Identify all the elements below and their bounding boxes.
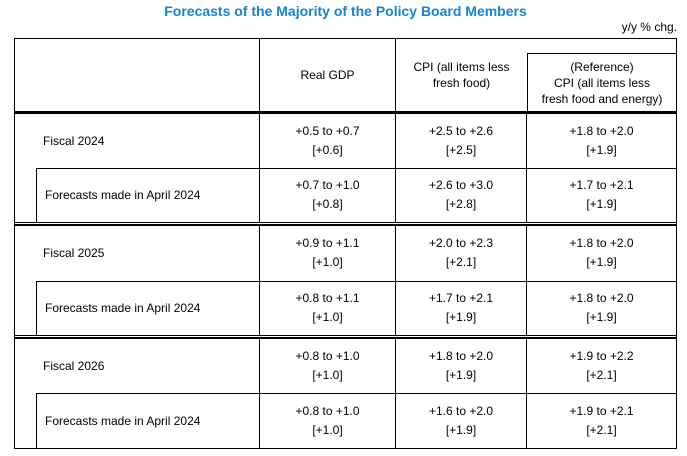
forecast-median: [+1.9] bbox=[586, 197, 617, 212]
forecast-range: +1.8 to +2.0 bbox=[569, 124, 634, 139]
row-label-cell: Fiscal 2025 bbox=[15, 226, 260, 281]
forecast-median: [+2.1] bbox=[586, 422, 617, 437]
cell-cpi: +2.6 to +3.0 [+2.8] bbox=[396, 168, 527, 223]
forecast-median: [+1.0] bbox=[312, 309, 343, 324]
row-label-cell: Forecasts made in April 2024 bbox=[15, 280, 260, 335]
group-fiscal-2025: Fiscal 2025 +0.9 to +1.1 [+1.0] +2.0 to … bbox=[15, 224, 676, 336]
forecast-range: +1.8 to +2.0 bbox=[569, 236, 634, 251]
header-ref-line3: fresh food and energy) bbox=[541, 91, 663, 106]
forecast-median: [+0.8] bbox=[312, 197, 343, 212]
forecast-median: [+2.8] bbox=[445, 197, 477, 212]
cell-cpi-ex-energy: +1.7 to +2.1 [+1.9] bbox=[527, 168, 676, 222]
row-label: Fiscal 2024 bbox=[43, 134, 105, 149]
forecast-range: +1.8 to +2.0 bbox=[569, 290, 634, 305]
cell-cpi: +2.0 to +2.3 [+2.1] bbox=[396, 226, 527, 281]
page-title: Forecasts of the Majority of the Policy … bbox=[164, 3, 527, 19]
forecast-median: [+2.5] bbox=[445, 143, 477, 158]
forecast-median: [+1.9] bbox=[445, 367, 477, 382]
row-label: Fiscal 2025 bbox=[43, 246, 105, 261]
forecast-range: +0.8 to +1.1 bbox=[295, 290, 360, 305]
header-cell-empty bbox=[15, 39, 260, 111]
cell-cpi-ex-energy: +1.8 to +2.0 [+1.9] bbox=[527, 226, 676, 280]
cell-cpi: +1.6 to +2.0 [+1.9] bbox=[396, 393, 527, 448]
cell-real-gdp: +0.8 to +1.0 [+1.0] bbox=[260, 393, 396, 448]
forecast-table: Real GDP CPI (all items less fresh food)… bbox=[14, 38, 677, 449]
forecast-range: +0.8 to +1.0 bbox=[295, 403, 360, 418]
cell-cpi-ex-energy: +1.8 to +2.0 [+1.9] bbox=[527, 281, 676, 335]
forecast-median: [+1.9] bbox=[586, 309, 617, 324]
forecast-median: [+1.9] bbox=[445, 422, 477, 437]
header-cell-cpi: CPI (all items less fresh food) bbox=[396, 39, 527, 111]
row-label: Forecasts made in April 2024 bbox=[45, 300, 201, 315]
cell-real-gdp: +0.7 to +1.0 [+0.8] bbox=[260, 168, 396, 223]
row-fiscal-2026: Fiscal 2026 +0.8 to +1.0 [+1.0] +1.8 to … bbox=[15, 338, 676, 394]
cell-real-gdp: +0.8 to +1.1 [+1.0] bbox=[260, 280, 396, 335]
row-fiscal-2026-april-forecast: Forecasts made in April 2024 +0.8 to +1.… bbox=[15, 393, 676, 448]
row-label-cell: Forecasts made in April 2024 bbox=[15, 393, 260, 448]
forecast-range: +1.9 to +2.2 bbox=[569, 348, 634, 363]
cell-cpi: +1.7 to +2.1 [+1.9] bbox=[396, 280, 527, 335]
forecast-range: +1.7 to +2.1 bbox=[569, 178, 634, 193]
cell-cpi: +2.5 to +2.6 [+2.5] bbox=[396, 114, 527, 169]
forecast-range: +2.6 to +3.0 bbox=[428, 178, 494, 193]
row-fiscal-2025: Fiscal 2025 +0.9 to +1.1 [+1.0] +2.0 to … bbox=[15, 226, 676, 281]
forecast-median: [+0.6] bbox=[312, 143, 343, 158]
row-fiscal-2025-april-forecast: Forecasts made in April 2024 +0.8 to +1.… bbox=[15, 280, 676, 336]
forecast-median: [+1.9] bbox=[445, 309, 477, 324]
forecast-range: +2.5 to +2.6 bbox=[428, 124, 494, 139]
header-cell-reference-cpi: (Reference) CPI (all items less fresh fo… bbox=[527, 39, 676, 111]
forecast-range: +0.9 to +1.1 bbox=[295, 236, 360, 251]
header-real-gdp-label: Real GDP bbox=[300, 68, 355, 82]
row-label-cell: Forecasts made in April 2024 bbox=[15, 168, 260, 223]
forecast-median: [+2.1] bbox=[445, 255, 477, 270]
header-cpi-line1: CPI (all items less bbox=[413, 60, 510, 74]
group-fiscal-2026: Fiscal 2026 +0.8 to +1.0 [+1.0] +1.8 to … bbox=[15, 336, 676, 448]
reference-cpi-box: (Reference) CPI (all items less fresh fo… bbox=[527, 53, 676, 111]
forecast-range: +0.5 to +0.7 bbox=[295, 124, 360, 139]
unit-note: y/y % chg. bbox=[621, 20, 677, 34]
header-row: Real GDP CPI (all items less fresh food)… bbox=[15, 39, 676, 114]
forecast-range: +1.7 to +2.1 bbox=[428, 290, 494, 305]
row-label-cell: Fiscal 2026 bbox=[15, 338, 260, 394]
row-label: Forecasts made in April 2024 bbox=[45, 188, 201, 203]
cell-cpi-ex-energy: +1.8 to +2.0 [+1.9] bbox=[527, 114, 676, 168]
header-cpi-line2: fresh food) bbox=[432, 76, 491, 90]
cell-cpi: +1.8 to +2.0 [+1.9] bbox=[396, 338, 527, 394]
row-fiscal-2024-april-forecast: Forecasts made in April 2024 +0.7 to +1.… bbox=[15, 168, 676, 224]
cell-cpi-ex-energy: +1.9 to +2.1 [+2.1] bbox=[527, 393, 676, 448]
forecast-median: [+2.1] bbox=[586, 367, 617, 382]
forecast-median: [+1.9] bbox=[586, 255, 617, 270]
row-fiscal-2024: Fiscal 2024 +0.5 to +0.7 [+0.6] +2.5 to … bbox=[15, 114, 676, 169]
forecast-range: +0.8 to +1.0 bbox=[295, 348, 360, 363]
cell-real-gdp: +0.5 to +0.7 [+0.6] bbox=[260, 114, 396, 169]
forecast-median: [+1.9] bbox=[586, 143, 617, 158]
cell-real-gdp: +0.9 to +1.1 [+1.0] bbox=[260, 226, 396, 281]
forecast-range: +1.8 to +2.0 bbox=[428, 348, 494, 363]
forecast-median: [+1.0] bbox=[312, 422, 343, 437]
row-label: Forecasts made in April 2024 bbox=[45, 413, 201, 428]
cell-cpi-ex-energy: +1.9 to +2.2 [+2.1] bbox=[527, 339, 676, 394]
row-label-cell: Fiscal 2024 bbox=[15, 114, 260, 169]
row-label: Fiscal 2026 bbox=[43, 358, 105, 373]
header-cell-real-gdp: Real GDP bbox=[260, 39, 396, 111]
cell-real-gdp: +0.8 to +1.0 [+1.0] bbox=[260, 338, 396, 394]
header-ref-line2: CPI (all items less bbox=[553, 75, 651, 90]
forecast-range: +2.0 to +2.3 bbox=[428, 236, 494, 251]
group-fiscal-2024: Fiscal 2024 +0.5 to +0.7 [+0.6] +2.5 to … bbox=[15, 114, 676, 224]
forecast-median: [+1.0] bbox=[312, 367, 343, 382]
forecast-range: +0.7 to +1.0 bbox=[295, 178, 360, 193]
forecast-range: +1.9 to +2.1 bbox=[569, 403, 634, 418]
header-ref-line1: (Reference) bbox=[570, 59, 634, 74]
forecast-median: [+1.0] bbox=[312, 255, 343, 270]
forecast-range: +1.6 to +2.0 bbox=[428, 403, 494, 418]
